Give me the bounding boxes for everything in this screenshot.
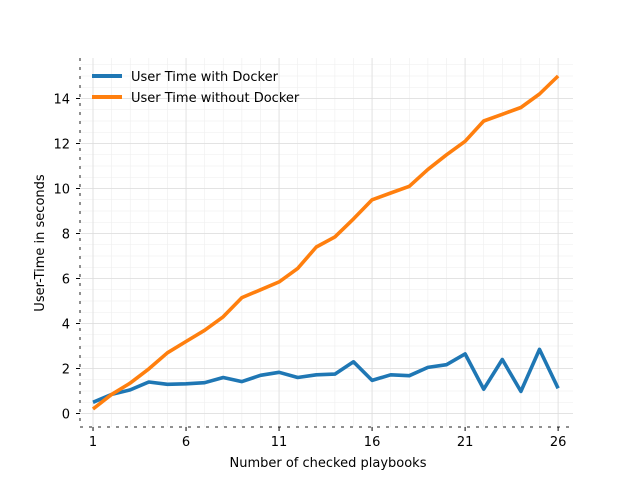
y-tick-label: 2 xyxy=(62,363,70,378)
series-layer xyxy=(91,74,560,411)
series-line-1 xyxy=(91,74,560,411)
y-tick-label: 8 xyxy=(62,228,70,243)
x-tick-label: 6 xyxy=(182,435,190,450)
y-tick-label: 0 xyxy=(62,408,70,423)
y-tick-label: 6 xyxy=(62,273,70,288)
y-tick-label: 10 xyxy=(53,183,70,198)
y-tick-label: 4 xyxy=(62,318,70,333)
x-axis-label: Number of checked playbooks xyxy=(230,456,427,471)
grid-layer xyxy=(80,58,573,427)
axes-spines xyxy=(79,58,573,428)
legend-label-no-docker: User Time without Docker xyxy=(131,91,300,106)
x-tick-label: 11 xyxy=(271,435,288,450)
x-tick-label: 1 xyxy=(89,435,97,450)
x-tick-label: 21 xyxy=(457,435,474,450)
y-axis-label: User-Time in seconds xyxy=(33,174,48,312)
y-tick-label: 12 xyxy=(53,138,70,153)
x-tick-label: 26 xyxy=(550,435,567,450)
series-line-0 xyxy=(92,347,560,404)
legend-label-docker: User Time with Docker xyxy=(131,70,279,85)
legend: User Time with Docker User Time without … xyxy=(92,70,300,106)
x-tick-label: 16 xyxy=(364,435,381,450)
y-tick-label: 14 xyxy=(53,93,70,108)
